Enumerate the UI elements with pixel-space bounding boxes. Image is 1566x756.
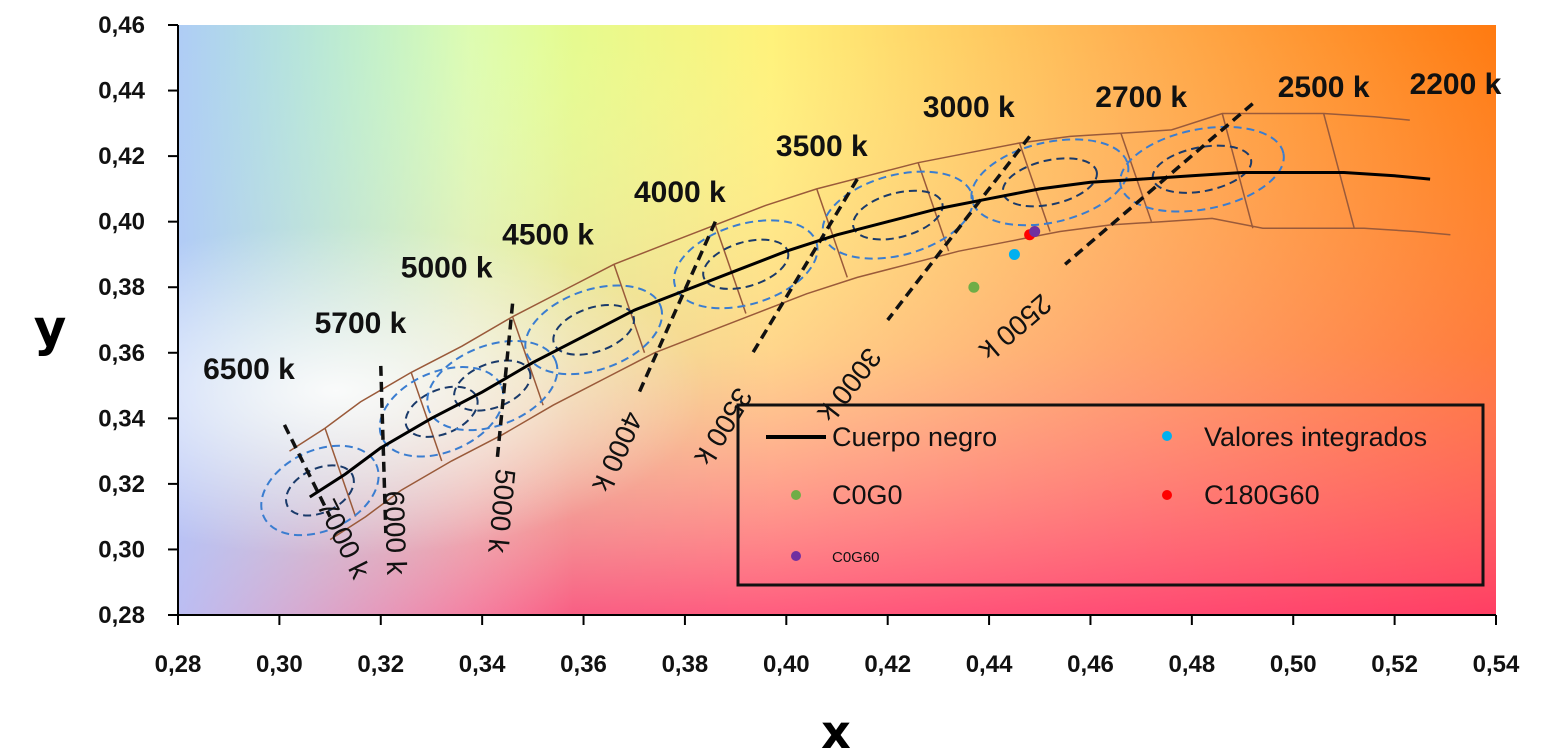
blackbody-locus: [308, 171, 1431, 499]
quadrangle-divider: [324, 427, 357, 517]
x-tick-label: 0,38: [662, 651, 709, 678]
quadrangle-divider: [511, 316, 544, 406]
macadam-ellipse-inner: [852, 189, 944, 241]
cct-label: 5000 k: [401, 251, 493, 284]
legend-label-c180g60: C180G60: [1204, 480, 1320, 510]
quadrangle-divider: [816, 188, 848, 278]
y-tick-label: 0,28: [98, 602, 145, 629]
isotemperature-line: [749, 178, 859, 357]
isotemperature-line: [379, 365, 388, 534]
legend: Cuerpo negro Valores integrados C0G0 C18…: [736, 403, 1485, 587]
x-tick-label: 0,54: [1473, 651, 1520, 678]
y-tick-label: 0,32: [98, 471, 145, 498]
macadam-ellipse-inner: [404, 385, 479, 438]
y-ticks: 0,28 0,30 0,32 0,34 0,36 0,38 0,40 0,42 0,44 0,46: [98, 12, 178, 629]
macadam-ellipse-outer: [378, 366, 505, 458]
legend-label-c0g0: C0G0: [832, 480, 903, 510]
blackbody-locus-line: [308, 171, 1431, 499]
legend-label-valores-integrados: Valores integrados: [1204, 422, 1427, 452]
y-tick-label: 0,46: [98, 12, 145, 39]
legend-label-c0g60: C0G60: [832, 549, 880, 566]
macadam-ellipse-outer: [426, 339, 559, 432]
quadrangle-divider: [613, 264, 646, 354]
point-c0g60: [1029, 226, 1041, 237]
x-ticks: 0,28 0,30 0,32 0,34 0,36 0,38 0,40 0,42 0,44 0,46…: [155, 615, 1520, 678]
x-tick-label: 0,44: [966, 651, 1013, 678]
x-tick-label: 0,46: [1067, 651, 1114, 678]
legend-box: [736, 403, 1485, 587]
quadrangle-divider: [714, 224, 747, 314]
x-tick-label: 0,30: [256, 651, 303, 678]
point-valores-integrados: [1008, 248, 1020, 260]
x-tick-label: 0,42: [864, 651, 911, 678]
cct-label: 2700 k: [1095, 81, 1187, 114]
x-tick-label: 0,52: [1371, 651, 1418, 678]
x-axis-title: x: [821, 705, 851, 756]
macadam-ellipse-outer: [1119, 125, 1285, 213]
cct-label: 3500 k: [776, 130, 868, 163]
y-axis-title: y: [34, 299, 67, 357]
cct-label: 5700 k: [315, 307, 407, 340]
x-tick-label: 0,36: [560, 651, 607, 678]
axes: [177, 25, 1496, 616]
y-tick-label: 0,38: [98, 274, 145, 301]
macadam-ellipse-inner: [1001, 157, 1098, 208]
cct-label: 3000 k: [923, 91, 1015, 124]
macadam-ellipse-inner: [285, 464, 355, 517]
cct-label: 2200 k: [1410, 68, 1502, 101]
legend-swatch-c0g60: [791, 551, 801, 561]
macadam-ellipse-outer: [524, 284, 664, 376]
cct-label: 4500 k: [502, 219, 594, 252]
isotemperature-line: [495, 303, 515, 458]
quadrangle-divider: [917, 162, 950, 252]
isotemperature-label: 6000 k: [379, 490, 413, 576]
cct-label: 6500 k: [203, 353, 295, 386]
y-tick-label: 0,34: [98, 405, 145, 432]
y-tick-label: 0,30: [98, 536, 145, 563]
y-tick-label: 0,44: [98, 78, 145, 105]
quadrangle-upper-edge: [289, 112, 1410, 452]
legend-swatch-c180g60: [1162, 490, 1172, 500]
isotemperature-line: [1063, 102, 1254, 266]
plot-background: [178, 25, 1496, 615]
cct-labels: 6500 k 5700 k 5000 k 4500 k 4000 k 3500 k 3000…: [203, 68, 1502, 386]
y-tick-label: 0,36: [98, 340, 145, 367]
cct-label: 2500 k: [1278, 71, 1370, 104]
isotemperature-line: [282, 424, 332, 518]
quadrangle-divider: [1221, 113, 1254, 229]
quadrangle-divider: [410, 372, 443, 462]
macadam-ellipse-outer: [260, 444, 380, 537]
cct-label: 4000 k: [634, 176, 726, 209]
macadam-ellipse-inner: [453, 359, 532, 412]
x-tick-label: 0,28: [155, 651, 202, 678]
x-tick-label: 0,40: [763, 651, 810, 678]
isotemperature-line: [886, 135, 1032, 322]
x-tick-label: 0,34: [459, 651, 506, 678]
x-tick-label: 0,32: [357, 651, 404, 678]
legend-swatch-c0g0: [791, 490, 801, 500]
quadrangle-divider: [1322, 113, 1355, 229]
quadrangle-divider: [1018, 142, 1051, 232]
point-c0g0: [968, 281, 980, 293]
macadam-ellipse-inner: [552, 303, 636, 356]
legend-label-cuerpo-negro: Cuerpo negro: [832, 422, 997, 452]
y-tick-label: 0,42: [98, 143, 145, 170]
data-points: [968, 226, 1041, 293]
x-tick-label: 0,48: [1168, 651, 1215, 678]
quadrangle-lower-edge: [329, 217, 1451, 541]
x-tick-label: 0,50: [1270, 651, 1317, 678]
legend-swatch-valores-integrados: [1162, 431, 1172, 441]
y-tick-label: 0,40: [98, 209, 145, 236]
